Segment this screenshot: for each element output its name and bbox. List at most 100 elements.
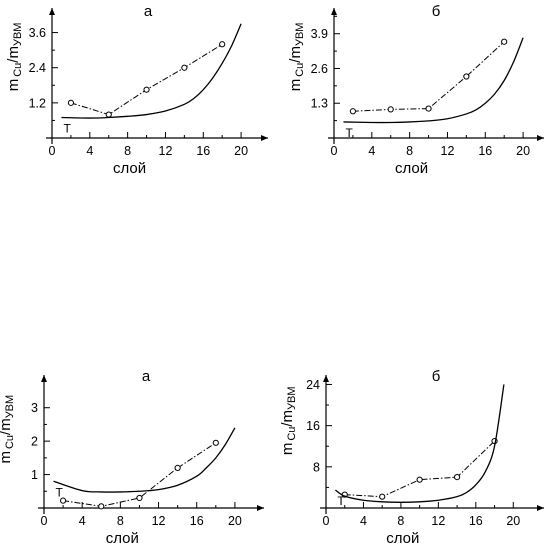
chart-title: б bbox=[432, 368, 441, 385]
x-axis-arrow bbox=[537, 135, 544, 141]
curve-label-T: T bbox=[56, 485, 64, 499]
data-point-marker bbox=[219, 41, 226, 48]
y-axis-label: m Cu/mУВМ bbox=[287, 23, 306, 92]
data-point-marker bbox=[181, 64, 188, 71]
y-axis-arrow bbox=[49, 8, 55, 15]
chart-panel-1: б 0 4 8 12 16 20 1.3 2.6 3.9 слой m Cu/mУВМ T bbox=[287, 3, 544, 177]
data-point-marker bbox=[67, 99, 75, 106]
y-axis-arrow bbox=[323, 375, 329, 382]
y-tick-label: 24 bbox=[306, 378, 320, 392]
y-axis-label-part: Cu bbox=[12, 63, 24, 77]
x-tick-label: 0 bbox=[323, 514, 330, 528]
x-axis-label: слой bbox=[113, 160, 146, 177]
curve-label-T: T bbox=[345, 126, 353, 140]
y-tick-label: 3.6 bbox=[29, 26, 46, 40]
x-tick-label: 8 bbox=[397, 514, 404, 528]
x-axis-arrow bbox=[537, 505, 544, 511]
y-axis-label-part: /m bbox=[287, 46, 304, 63]
x-tick-label: 8 bbox=[124, 144, 131, 158]
series-T-curve bbox=[53, 427, 236, 493]
x-tick-label: 12 bbox=[431, 514, 445, 528]
series-experimental-line bbox=[352, 41, 505, 112]
data-point-marker bbox=[174, 464, 181, 471]
chart-title: а bbox=[142, 368, 151, 385]
y-axis-label-part: m bbox=[5, 79, 22, 92]
y-tick-label: 1.2 bbox=[29, 96, 46, 110]
data-point-marker bbox=[463, 73, 470, 80]
data-point-marker bbox=[105, 111, 112, 118]
x-tick-label: 4 bbox=[368, 144, 375, 158]
x-axis-arrow bbox=[261, 135, 268, 141]
x-tick-label: 20 bbox=[234, 144, 248, 158]
x-tick-label: 16 bbox=[196, 144, 210, 158]
chart-title: а bbox=[144, 3, 153, 20]
x-tick-label: 0 bbox=[49, 144, 56, 158]
x-axis-label: слой bbox=[386, 530, 419, 547]
x-tick-label: 4 bbox=[86, 144, 93, 158]
chart-panel-0: а 0 4 8 12 16 20 1.2 2.4 3.6 слой m Cu/mУВМ T bbox=[5, 3, 268, 177]
x-tick-label: 20 bbox=[228, 514, 242, 528]
chart-panel-3: б 0 4 8 12 16 20 8 16 24 слой m Cu/mУВМ T bbox=[279, 368, 544, 547]
x-tick-label: 0 bbox=[331, 144, 338, 158]
x-tick-label: 8 bbox=[117, 514, 124, 528]
y-tick-label: 8 bbox=[313, 460, 320, 474]
y-axis-label: m Cu/mУВМ bbox=[0, 395, 16, 464]
y-axis-arrow bbox=[41, 375, 47, 382]
y-axis-label-part: m bbox=[0, 451, 14, 464]
data-point-marker bbox=[379, 493, 386, 500]
chart-title: б bbox=[432, 3, 441, 20]
y-axis-arrow bbox=[331, 8, 337, 15]
y-axis-label: m Cu/mУВМ bbox=[279, 386, 298, 455]
y-tick-label: 1.3 bbox=[311, 97, 328, 111]
y-axis-label-part: Cu bbox=[4, 435, 16, 449]
data-point-marker bbox=[453, 474, 461, 481]
x-tick-label: 16 bbox=[469, 514, 483, 528]
x-axis-label: слой bbox=[395, 160, 428, 177]
data-point-marker bbox=[59, 497, 67, 504]
x-tick-label: 12 bbox=[159, 144, 173, 158]
y-tick-label: 2 bbox=[31, 435, 38, 449]
y-tick-label: 3.9 bbox=[311, 27, 328, 41]
y-axis-label-part: /m bbox=[5, 46, 22, 63]
x-axis-arrow bbox=[257, 505, 264, 511]
x-tick-label: 8 bbox=[406, 144, 413, 158]
y-tick-label: 1 bbox=[31, 468, 38, 482]
x-tick-label: 12 bbox=[441, 144, 455, 158]
data-point-marker bbox=[387, 106, 394, 113]
x-tick-label: 4 bbox=[79, 514, 86, 528]
y-axis-label-part: УВМ bbox=[12, 23, 24, 47]
y-axis-label-part: УВМ bbox=[4, 395, 16, 419]
y-tick-label: 3 bbox=[31, 401, 38, 415]
data-point-marker bbox=[143, 86, 150, 93]
series-T-curve bbox=[61, 23, 242, 119]
data-point-marker bbox=[212, 439, 219, 446]
x-tick-label: 4 bbox=[360, 514, 367, 528]
y-tick-label: 16 bbox=[306, 419, 320, 433]
data-point-marker bbox=[136, 494, 143, 502]
y-axis-label-part: УВМ bbox=[286, 386, 298, 410]
y-axis-label-part: m bbox=[279, 443, 296, 456]
x-axis-label: слой bbox=[106, 530, 139, 547]
x-tick-label: 16 bbox=[190, 514, 204, 528]
data-point-marker bbox=[98, 503, 105, 510]
curve-label-T: T bbox=[337, 494, 345, 508]
series-T-curve bbox=[343, 37, 524, 124]
x-tick-label: 0 bbox=[41, 514, 48, 528]
data-point-marker bbox=[349, 108, 357, 115]
y-axis-label-part: Cu bbox=[286, 427, 298, 441]
x-tick-label: 16 bbox=[478, 144, 492, 158]
y-tick-label: 2.4 bbox=[29, 61, 46, 75]
series-experimental-line bbox=[70, 43, 223, 116]
data-point-marker bbox=[501, 38, 508, 45]
series-T-curve bbox=[334, 384, 505, 503]
x-tick-label: 20 bbox=[506, 514, 520, 528]
y-axis-label: m Cu/mУВМ bbox=[5, 23, 24, 92]
data-point-marker bbox=[425, 105, 432, 112]
y-axis-label-part: УВМ bbox=[294, 23, 306, 47]
x-tick-label: 20 bbox=[516, 144, 530, 158]
x-tick-label: 12 bbox=[152, 514, 166, 528]
curve-label-T: T bbox=[63, 122, 71, 136]
data-point-marker bbox=[416, 476, 423, 483]
